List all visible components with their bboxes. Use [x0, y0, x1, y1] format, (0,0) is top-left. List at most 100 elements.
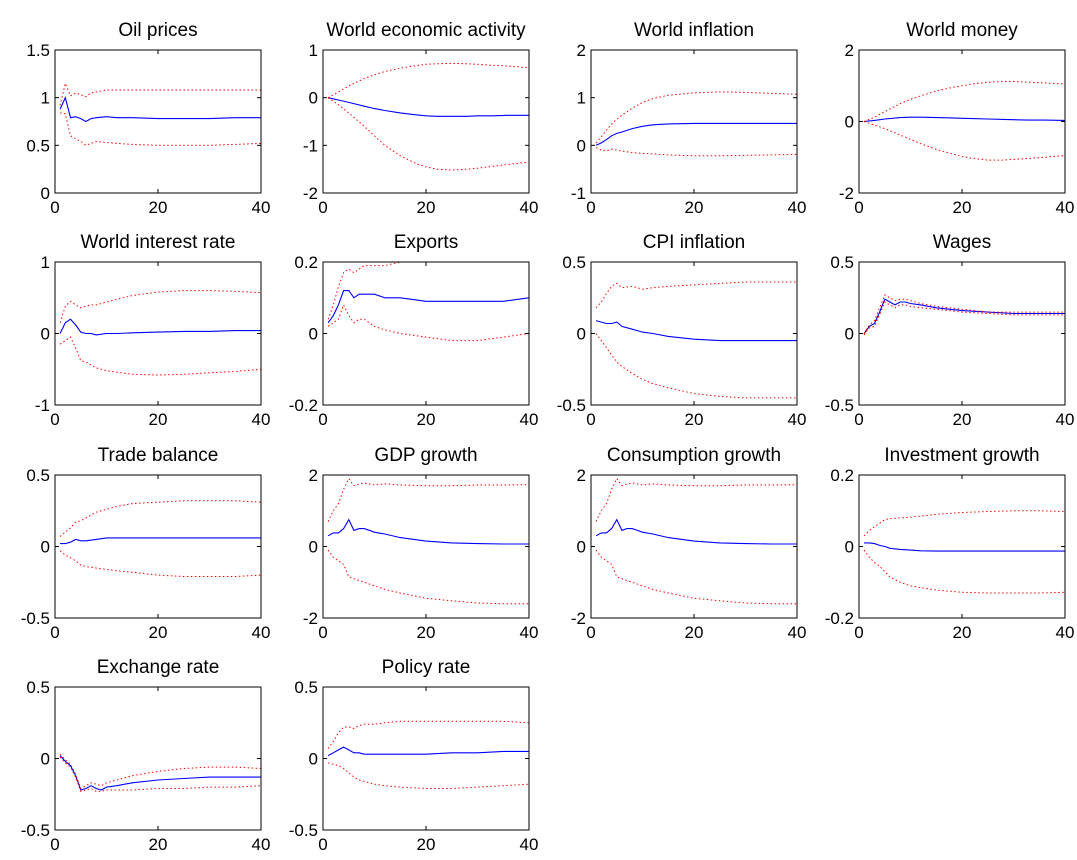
y-tick-label: 0.5 [830, 253, 854, 272]
upper-band-line [863, 81, 1066, 122]
y-tick-label: 0 [845, 538, 854, 557]
y-tick-label: 2 [577, 466, 586, 485]
upper-band-line [595, 477, 798, 522]
x-tick-label: 40 [252, 835, 271, 854]
y-tick-label: 0 [845, 113, 854, 132]
axes-frame [858, 261, 1066, 406]
x-tick-label: 40 [1056, 198, 1075, 217]
y-tick-label: 0 [845, 325, 854, 344]
x-tick-label: 20 [953, 623, 972, 642]
x-tick-label: 20 [417, 835, 436, 854]
y-tick-label: -1 [35, 396, 50, 415]
y-tick-label: 0 [577, 325, 586, 344]
median-line [59, 755, 261, 791]
y-tick-label: 0.2 [294, 253, 318, 272]
y-tick-label: 0.5 [294, 678, 318, 697]
upper-band-line [327, 477, 530, 522]
lower-band-line [59, 550, 262, 577]
lower-band-line [327, 762, 530, 789]
x-tick-label: 20 [953, 198, 972, 217]
x-tick-label: 20 [685, 410, 704, 429]
x-tick-label: 40 [788, 410, 807, 429]
x-tick-label: 0 [854, 410, 863, 429]
upper-band-line [863, 510, 1066, 537]
lower-band-line [863, 121, 1066, 161]
lower-band-line [327, 303, 530, 342]
panel-title: GDP growth [374, 445, 477, 466]
upper-band-line [863, 294, 1065, 334]
median-line [327, 746, 529, 757]
axes-frame [858, 49, 1066, 194]
x-tick-label: 20 [685, 623, 704, 642]
y-tick-label: 2 [577, 41, 586, 60]
lower-band-line [863, 301, 1065, 336]
upper-band-line [59, 290, 262, 323]
panel-title: Wages [933, 232, 991, 253]
x-tick-label: 40 [252, 623, 271, 642]
panel-2: World economic activity 0 20 40 -2 -1 0 1 [303, 20, 539, 217]
x-tick-label: 40 [788, 623, 807, 642]
x-tick-label: 0 [586, 410, 595, 429]
panel-title: World money [906, 20, 1018, 41]
y-tick-label: 1 [577, 89, 586, 108]
x-tick-label: 20 [417, 623, 436, 642]
y-tick-label: 1.5 [26, 41, 50, 60]
lower-band-line [595, 147, 798, 157]
x-tick-label: 0 [318, 623, 327, 642]
y-tick-label: -0.5 [825, 396, 854, 415]
y-tick-label: 0 [41, 750, 50, 769]
panel-title: Exchange rate [97, 657, 220, 678]
y-tick-label: 0 [309, 89, 318, 108]
axes-frame [322, 49, 530, 194]
median-line [595, 320, 797, 342]
x-tick-label: 0 [50, 410, 59, 429]
panel-title: World inflation [634, 20, 754, 41]
lower-band-line [863, 549, 1066, 594]
y-tick-label: 0 [41, 184, 50, 203]
panel-title: Consumption growth [607, 445, 781, 466]
y-tick-label: 1 [41, 89, 50, 108]
axes-frame [590, 474, 798, 619]
x-tick-label: 0 [50, 198, 59, 217]
panel-title: World interest rate [81, 232, 236, 253]
panel-title: CPI inflation [643, 232, 745, 253]
y-tick-label: 0 [577, 136, 586, 155]
axes-frame [322, 474, 530, 619]
x-tick-label: 40 [520, 410, 539, 429]
panel-1: Oil prices 0 20 40 0 0.5 1 1.5 [26, 20, 270, 217]
y-tick-label: -0.2 [825, 609, 854, 628]
y-tick-label: -1 [303, 136, 318, 155]
x-tick-label: 0 [318, 410, 327, 429]
x-tick-label: 20 [149, 198, 168, 217]
axes-frame [322, 261, 530, 406]
y-tick-label: 0 [41, 325, 50, 344]
lower-band-line [595, 549, 797, 605]
upper-band-line [595, 281, 797, 309]
median-line [327, 97, 529, 117]
x-tick-label: 40 [252, 410, 271, 429]
y-tick-label: -2 [303, 184, 318, 203]
x-tick-label: 20 [149, 623, 168, 642]
y-tick-label: -0.5 [557, 396, 586, 415]
y-tick-label: -0.5 [289, 821, 318, 840]
median-line [864, 542, 1065, 552]
x-tick-label: 0 [50, 623, 59, 642]
panel-title: Exports [394, 232, 458, 253]
x-tick-label: 0 [318, 198, 327, 217]
y-tick-label: 0 [309, 538, 318, 557]
y-tick-label: -1 [571, 184, 586, 203]
y-tick-label: -2 [571, 609, 586, 628]
x-tick-label: 0 [854, 623, 863, 642]
median-line [595, 518, 797, 545]
y-tick-label: 2 [845, 41, 854, 60]
x-tick-label: 40 [520, 623, 539, 642]
y-tick-label: -2 [839, 184, 854, 203]
upper-band-line [59, 753, 262, 790]
